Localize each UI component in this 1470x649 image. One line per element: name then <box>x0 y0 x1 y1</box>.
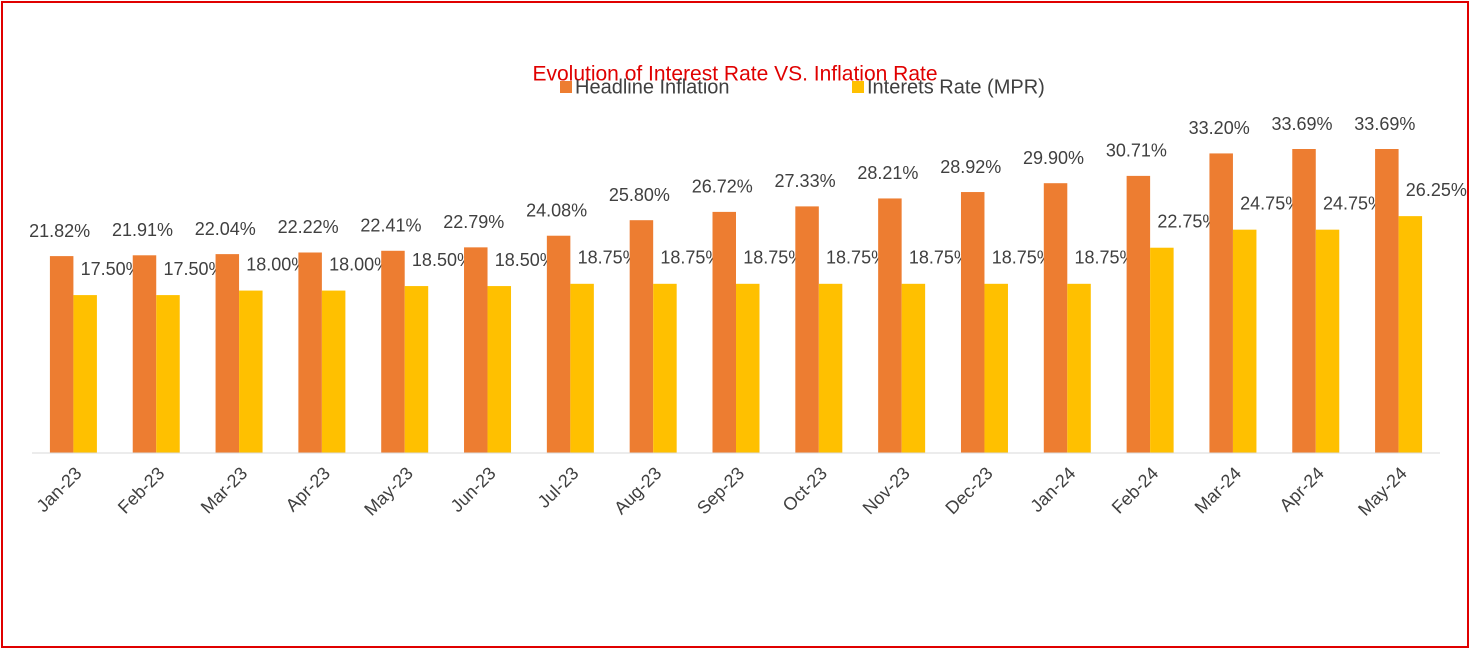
data-label: 21.91% <box>112 220 173 240</box>
bar <box>1150 247 1174 453</box>
bar <box>1292 149 1316 453</box>
chart-title: Evolution of Interest Rate VS. Inflation… <box>532 63 937 86</box>
data-label: 30.71% <box>1106 141 1167 161</box>
data-label: 22.04% <box>195 219 256 239</box>
data-label: 18.00% <box>246 254 307 274</box>
bar <box>1232 229 1257 453</box>
data-label: 22.41% <box>360 216 421 236</box>
bar <box>239 290 263 453</box>
legend-label: Interets Rate (MPR) <box>867 76 1045 98</box>
bar <box>73 295 97 453</box>
legend-swatch <box>852 81 864 93</box>
bar <box>464 247 488 453</box>
data-label: 18.75% <box>909 248 970 268</box>
bar <box>215 254 240 453</box>
data-label: 33.69% <box>1271 114 1332 134</box>
data-label: 22.22% <box>278 217 339 237</box>
legend-swatch <box>560 81 572 93</box>
data-label: 18.75% <box>826 248 887 268</box>
data-label: 28.21% <box>857 163 918 183</box>
data-label: 18.75% <box>992 248 1053 268</box>
data-label: 18.50% <box>495 250 556 270</box>
data-label: 24.08% <box>526 200 587 220</box>
bar <box>795 206 819 453</box>
data-label: 22.75% <box>1157 211 1218 231</box>
data-label: 18.50% <box>412 250 473 270</box>
bar <box>1375 149 1399 453</box>
bar <box>818 283 843 453</box>
bar <box>1209 153 1233 453</box>
bar <box>546 235 571 453</box>
bar <box>712 211 736 453</box>
bar <box>381 250 405 453</box>
bar <box>984 283 1008 453</box>
data-label: 33.69% <box>1354 114 1415 134</box>
data-label: 28.92% <box>940 157 1001 177</box>
data-label: 17.50% <box>163 259 224 279</box>
data-label: 18.00% <box>329 254 390 274</box>
bar <box>901 283 926 453</box>
bar <box>404 286 429 453</box>
data-label: 25.80% <box>609 185 670 205</box>
bar <box>298 252 322 453</box>
legend-label: Headline Inflation <box>575 76 730 98</box>
bar <box>960 192 985 453</box>
data-label: 26.25% <box>1406 180 1467 200</box>
bar <box>1126 175 1151 453</box>
bar <box>321 290 346 453</box>
data-label: 27.33% <box>775 171 836 191</box>
bar <box>570 283 594 453</box>
bar <box>1043 183 1068 454</box>
bar <box>487 286 512 453</box>
data-label: 18.75% <box>660 248 721 268</box>
data-label: 18.75% <box>743 248 804 268</box>
bar <box>49 256 74 453</box>
data-label: 29.90% <box>1023 148 1084 168</box>
data-label: 22.79% <box>443 212 504 232</box>
bar <box>1315 229 1340 453</box>
data-label: 18.75% <box>1075 248 1136 268</box>
data-label: 24.75% <box>1323 193 1384 213</box>
data-label: 26.72% <box>692 177 753 197</box>
bar <box>1067 283 1091 453</box>
data-label: 17.50% <box>81 259 142 279</box>
bar <box>156 295 180 453</box>
bar <box>878 198 902 453</box>
bar <box>736 283 760 453</box>
bar <box>132 255 157 453</box>
bar <box>653 283 677 453</box>
bar <box>1398 216 1423 453</box>
data-label: 21.82% <box>29 221 90 241</box>
data-label: 24.75% <box>1240 193 1301 213</box>
data-label: 33.20% <box>1189 118 1250 138</box>
bar <box>629 220 654 453</box>
data-label: 18.75% <box>578 248 639 268</box>
